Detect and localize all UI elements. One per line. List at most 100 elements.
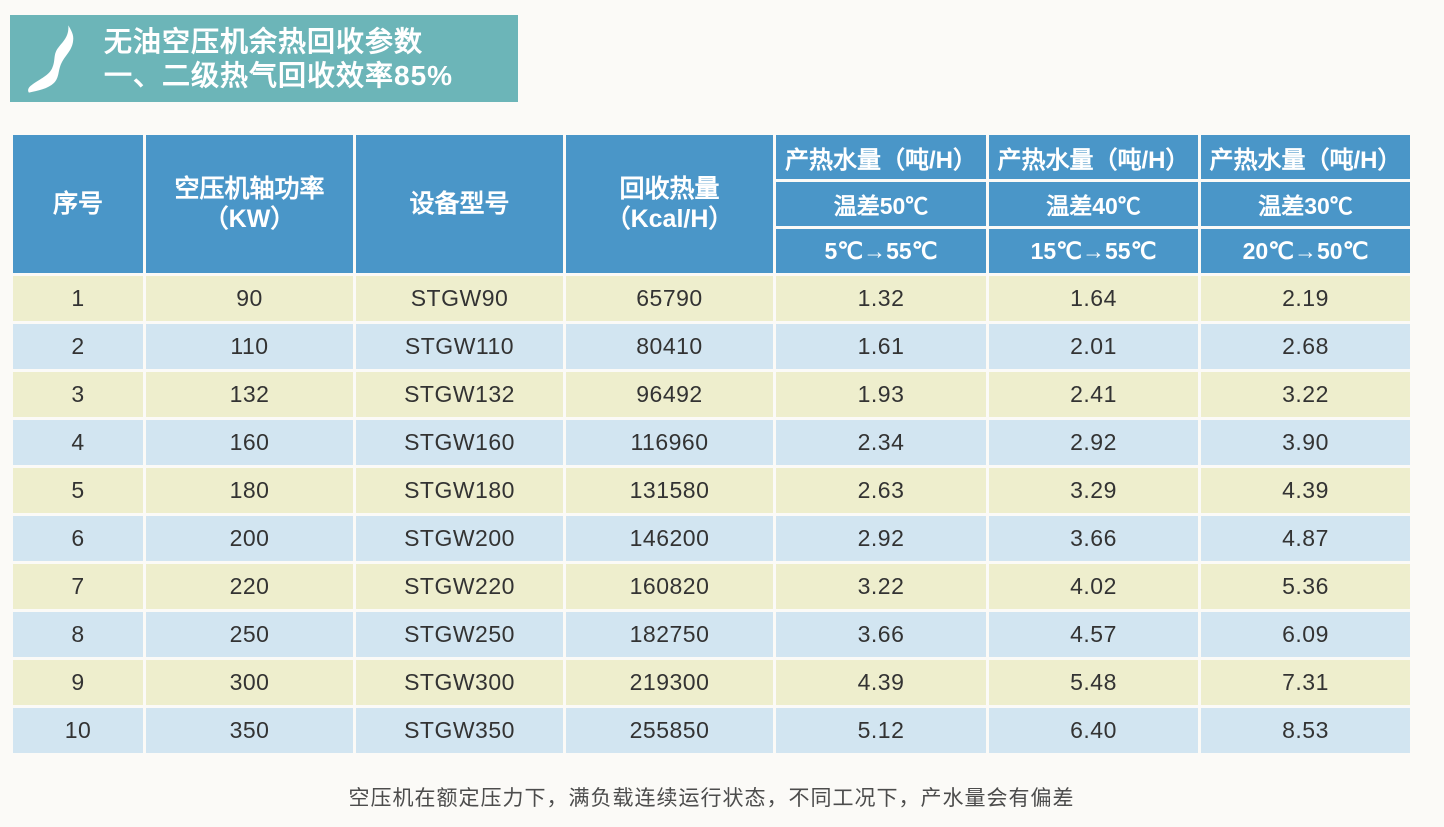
cell-power: 132: [146, 372, 353, 417]
cell-heat: 219300: [566, 660, 773, 705]
cell-water-40: 3.29: [989, 468, 1198, 513]
cell-model: STGW110: [356, 324, 563, 369]
cell-water-40: 2.41: [989, 372, 1198, 417]
table-row: 5 180 STGW180 131580 2.63 3.29 4.39: [13, 468, 1410, 513]
cell-power: 350: [146, 708, 353, 753]
cell-no: 3: [13, 372, 143, 417]
cell-model: STGW160: [356, 420, 563, 465]
cell-water-30: 8.53: [1201, 708, 1410, 753]
cell-water-30: 3.22: [1201, 372, 1410, 417]
cell-water-50: 2.34: [776, 420, 986, 465]
cell-water-40: 1.64: [989, 276, 1198, 321]
cell-power: 200: [146, 516, 353, 561]
col-header-model: 设备型号: [356, 135, 563, 273]
cell-heat: 146200: [566, 516, 773, 561]
col-header-power-line1: 空压机轴功率: [174, 174, 325, 203]
cell-model: STGW200: [356, 516, 563, 561]
cell-heat: 131580: [566, 468, 773, 513]
cell-water-30: 2.19: [1201, 276, 1410, 321]
cell-water-40: 2.01: [989, 324, 1198, 369]
cell-water-50: 1.93: [776, 372, 986, 417]
col-header-heat-line2: （Kcal/H）: [605, 205, 734, 233]
cell-water-50: 1.32: [776, 276, 986, 321]
heat-recovery-table: 序号 空压机轴功率 （KW） 设备型号 回收热量 （Kcal/H） 产热水量（吨…: [10, 132, 1413, 756]
cell-no: 4: [13, 420, 143, 465]
cell-power: 110: [146, 324, 353, 369]
cell-heat: 116960: [566, 420, 773, 465]
cell-model: STGW180: [356, 468, 563, 513]
cell-water-40: 2.92: [989, 420, 1198, 465]
cell-water-40: 4.57: [989, 612, 1198, 657]
title-banner: 无油空压机余热回收参数 一、二级热气回收效率85%: [10, 15, 518, 102]
cell-water-30: 5.36: [1201, 564, 1410, 609]
table-row: 10 350 STGW350 255850 5.12 6.40 8.53: [13, 708, 1410, 753]
cell-heat: 80410: [566, 324, 773, 369]
table-row: 8 250 STGW250 182750 3.66 4.57 6.09: [13, 612, 1410, 657]
cell-no: 1: [13, 276, 143, 321]
cell-water-50: 3.22: [776, 564, 986, 609]
cell-no: 9: [13, 660, 143, 705]
cell-water-50: 3.66: [776, 612, 986, 657]
cell-power: 300: [146, 660, 353, 705]
col-subheader-delta-40: 温差40℃: [989, 182, 1198, 226]
cell-heat: 65790: [566, 276, 773, 321]
banner-title-line2: 一、二级热气回收效率85%: [104, 59, 454, 91]
col-header-no: 序号: [13, 135, 143, 273]
table-row: 2 110 STGW110 80410 1.61 2.01 2.68: [13, 324, 1410, 369]
table-header: 序号 空压机轴功率 （KW） 设备型号 回收热量 （Kcal/H） 产热水量（吨…: [13, 135, 1410, 273]
cell-water-40: 5.48: [989, 660, 1198, 705]
col-subheader-range-40: 15℃→55℃: [989, 229, 1198, 273]
cell-water-50: 4.39: [776, 660, 986, 705]
col-header-power-line2: （KW）: [203, 205, 296, 233]
cell-heat: 160820: [566, 564, 773, 609]
cell-water-30: 4.87: [1201, 516, 1410, 561]
cell-water-50: 5.12: [776, 708, 986, 753]
banner-title-line1: 无油空压机余热回收参数: [104, 25, 424, 57]
cell-model: STGW220: [356, 564, 563, 609]
cell-model: STGW90: [356, 276, 563, 321]
cell-heat: 96492: [566, 372, 773, 417]
cell-no: 2: [13, 324, 143, 369]
cell-water-50: 2.63: [776, 468, 986, 513]
table-row: 9 300 STGW300 219300 4.39 5.48 7.31: [13, 660, 1410, 705]
cell-model: STGW250: [356, 612, 563, 657]
logo-swirl-icon: [26, 24, 76, 94]
col-subheader-range-30: 20℃→50℃: [1201, 229, 1410, 273]
cell-water-30: 2.68: [1201, 324, 1410, 369]
cell-water-40: 4.02: [989, 564, 1198, 609]
table-row: 4 160 STGW160 116960 2.34 2.92 3.90: [13, 420, 1410, 465]
cell-heat: 255850: [566, 708, 773, 753]
table-row: 6 200 STGW200 146200 2.92 3.66 4.87: [13, 516, 1410, 561]
cell-no: 8: [13, 612, 143, 657]
cell-power: 220: [146, 564, 353, 609]
cell-no: 5: [13, 468, 143, 513]
cell-water-40: 3.66: [989, 516, 1198, 561]
col-subheader-range-50: 5℃→55℃: [776, 229, 986, 273]
cell-water-30: 6.09: [1201, 612, 1410, 657]
footnote: 空压机在额定压力下，满负载连续运行状态，不同工况下，产水量会有偏差: [348, 787, 1075, 810]
col-header-water-50: 产热水量（吨/H）: [776, 135, 986, 179]
col-header-power: 空压机轴功率 （KW）: [146, 135, 353, 273]
cell-water-30: 3.90: [1201, 420, 1410, 465]
col-header-heat: 回收热量 （Kcal/H）: [566, 135, 773, 273]
cell-no: 10: [13, 708, 143, 753]
col-header-water-40: 产热水量（吨/H）: [989, 135, 1198, 179]
col-subheader-delta-30: 温差30℃: [1201, 182, 1410, 226]
cell-water-30: 4.39: [1201, 468, 1410, 513]
cell-water-40: 6.40: [989, 708, 1198, 753]
cell-model: STGW300: [356, 660, 563, 705]
cell-water-50: 2.92: [776, 516, 986, 561]
cell-water-50: 1.61: [776, 324, 986, 369]
cell-water-30: 7.31: [1201, 660, 1410, 705]
cell-no: 7: [13, 564, 143, 609]
cell-power: 160: [146, 420, 353, 465]
table-row: 7 220 STGW220 160820 3.22 4.02 5.36: [13, 564, 1410, 609]
table-row: 1 90 STGW90 65790 1.32 1.64 2.19: [13, 276, 1410, 321]
cell-power: 90: [146, 276, 353, 321]
cell-model: STGW132: [356, 372, 563, 417]
cell-model: STGW350: [356, 708, 563, 753]
cell-no: 6: [13, 516, 143, 561]
cell-heat: 182750: [566, 612, 773, 657]
col-header-heat-line1: 回收热量: [619, 174, 720, 203]
table-body: 1 90 STGW90 65790 1.32 1.64 2.19 2 110 S…: [13, 276, 1410, 753]
